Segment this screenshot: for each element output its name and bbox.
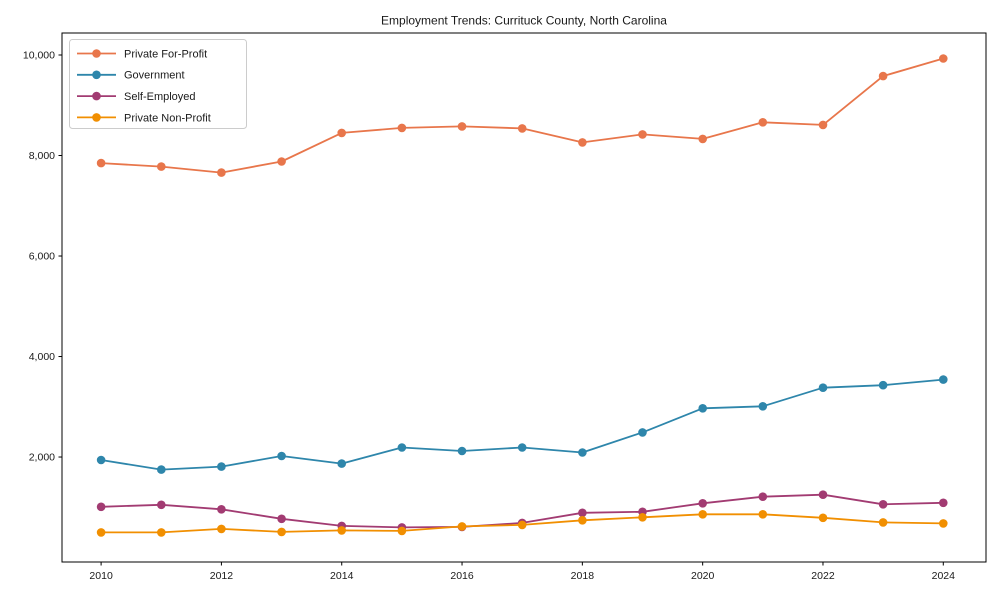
y-tick-label: 8,000 [29, 150, 55, 162]
data-point-private-for-profit [457, 122, 467, 131]
legend-marker-private-non-profit [92, 113, 101, 122]
x-tick-label: 2010 [89, 570, 113, 582]
data-point-private-for-profit [638, 130, 647, 139]
y-tick-label: 2,000 [29, 452, 55, 464]
y-tick-label: 10,000 [23, 50, 55, 62]
legend-box [69, 39, 247, 129]
data-point-government [337, 459, 347, 468]
data-point-government [457, 446, 467, 456]
legend-marker-private-for-profit [92, 49, 101, 58]
data-point-self-employed [96, 502, 106, 512]
legend-marker-government [92, 70, 101, 80]
data-point-private-for-profit [818, 120, 828, 130]
data-point-private-for-profit [517, 124, 527, 133]
data-point-private-non-profit [638, 513, 647, 522]
data-point-government [878, 380, 888, 390]
x-tick-label: 2024 [932, 570, 956, 582]
data-point-private-non-profit [96, 528, 106, 537]
data-point-private-for-profit [878, 71, 888, 81]
data-point-private-non-profit [457, 522, 467, 531]
legend-label-private-non-profit: Private Non-Profit [124, 112, 211, 124]
x-tick-label: 2022 [811, 570, 835, 582]
data-point-self-employed [698, 499, 707, 508]
legend-item-private-for-profit: Private For-Profit [77, 48, 207, 60]
legend-label-self-employed: Self-Employed [124, 91, 196, 103]
data-point-private-non-profit [578, 516, 587, 525]
x-tick-label: 2016 [450, 570, 474, 582]
data-point-private-non-profit [758, 510, 768, 519]
data-point-government [96, 455, 106, 465]
x-tick-label: 2018 [571, 570, 595, 582]
data-point-government [277, 451, 286, 461]
data-point-government [939, 375, 948, 384]
data-point-government [638, 428, 647, 437]
legend: Private For-Profit Government Self-Employe… [69, 39, 247, 129]
data-point-government [157, 465, 166, 474]
data-point-private-non-profit [217, 524, 226, 534]
data-point-self-employed [878, 500, 888, 509]
data-point-self-employed [277, 514, 286, 524]
data-point-self-employed [939, 498, 948, 508]
data-point-private-for-profit [758, 118, 768, 127]
data-point-self-employed [217, 505, 226, 514]
data-point-government [818, 383, 828, 393]
data-point-private-for-profit [157, 162, 166, 171]
data-point-private-non-profit [878, 518, 888, 527]
data-point-private-for-profit [397, 123, 407, 133]
data-point-self-employed [758, 492, 768, 502]
x-tick-label: 2020 [691, 570, 715, 582]
legend-item-self-employed: Self-Employed [77, 91, 196, 103]
data-point-self-employed [818, 490, 828, 500]
data-point-private-for-profit [698, 134, 707, 144]
y-tick-label: 6,000 [29, 251, 55, 263]
series-line-government [100, 378, 944, 471]
data-point-government [517, 443, 527, 452]
chart-title: Employment Trends: Currituck County, Nor… [381, 14, 667, 28]
legend-label-government: Government [124, 70, 185, 82]
data-point-private-for-profit [96, 158, 106, 168]
data-point-government [397, 443, 407, 452]
data-point-private-non-profit [277, 527, 286, 537]
x-tick-label: 2014 [330, 570, 354, 582]
data-point-self-employed [578, 508, 587, 518]
y-tick-label: 4,000 [29, 351, 55, 363]
data-point-private-for-profit [277, 157, 286, 166]
data-point-self-employed [157, 500, 166, 510]
data-point-private-non-profit [157, 528, 166, 537]
plot-area: 2,000 4,000 6,000 8,000 10,000 2010 2012 2014 20… [23, 32, 987, 582]
data-point-private-non-profit [517, 520, 527, 530]
data-point-private-non-profit [337, 526, 347, 535]
data-point-private-non-profit [818, 513, 828, 523]
data-point-private-non-profit [397, 526, 407, 536]
legend-marker-self-employed [92, 91, 101, 101]
data-point-private-for-profit [337, 128, 347, 138]
data-point-government [217, 462, 226, 471]
axes-frame [61, 32, 987, 563]
data-point-private-non-profit [939, 519, 948, 528]
data-point-government [698, 404, 707, 413]
data-point-government [578, 448, 587, 457]
data-point-private-for-profit [939, 54, 948, 63]
data-point-private-for-profit [217, 168, 226, 177]
x-tick-label: 2012 [210, 570, 234, 582]
data-point-private-non-profit [698, 510, 707, 519]
data-point-private-for-profit [578, 138, 587, 147]
legend-item-government: Government [77, 70, 185, 82]
legend-label-private-for-profit: Private For-Profit [124, 48, 207, 60]
data-point-government [758, 402, 768, 411]
legend-item-private-non-profit: Private Non-Profit [77, 112, 211, 124]
